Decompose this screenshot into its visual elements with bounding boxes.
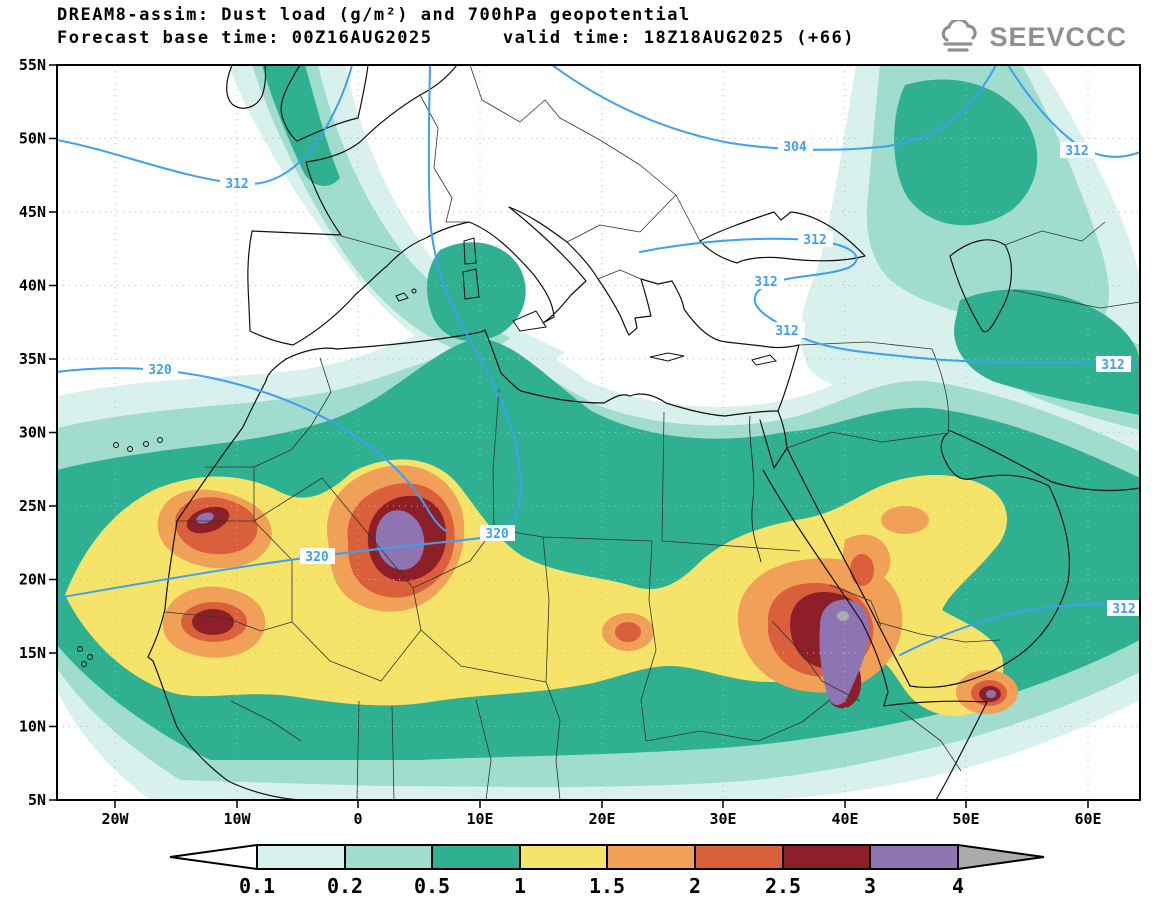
- axis-ticks: [49, 64, 1089, 808]
- colorbar-segment: [519, 844, 608, 870]
- lon-tick-label: 10E: [466, 810, 493, 828]
- colorbar-tick-label: 3: [864, 874, 876, 898]
- colorbar-segment: [256, 844, 346, 870]
- lat-tick-label: 30N: [19, 424, 46, 442]
- geopotential-contour-label: 320: [305, 550, 329, 565]
- colorbar-tick-label: 1.5: [589, 874, 625, 898]
- country-borders: [164, 65, 1140, 800]
- colorbar-segment: [606, 844, 696, 870]
- chart-header: DREAM8-assim: Dust load (g/m²) and 700hP…: [57, 4, 855, 50]
- lon-tick-label: 20E: [588, 810, 615, 828]
- lat-tick-label: 55N: [19, 56, 46, 74]
- colorbar-arrow-low: [169, 843, 258, 871]
- lat-tick-label: 35N: [19, 350, 46, 368]
- lat-tick-label: 10N: [19, 718, 46, 736]
- lon-tick-label: 0: [353, 810, 362, 828]
- dust-fill-3: [196, 510, 996, 705]
- colorbar-segment: [694, 844, 784, 870]
- colorbar-segment: [782, 844, 871, 870]
- lat-tick-label: 40N: [19, 277, 46, 295]
- geopotential-contour-label: 312: [775, 324, 798, 339]
- lon-tick-label: 60E: [1074, 810, 1101, 828]
- colorbar-segment: [344, 844, 433, 870]
- lat-tick-label: 5N: [28, 791, 46, 809]
- lon-tick-label: 20W: [101, 810, 129, 828]
- lon-tick-label: 50E: [952, 810, 979, 828]
- contour-label-halos: [143, 138, 1140, 616]
- geopotential-contour-label: 320: [485, 527, 509, 542]
- colorbar-tick-label: 2: [689, 874, 701, 898]
- logo-text: SEEVCCC: [989, 21, 1127, 52]
- lon-tick-label: 40E: [831, 810, 858, 828]
- colorbar-tick-label: 0.5: [414, 874, 450, 898]
- chart-subtitle: Forecast base time: 00Z16AUG2025 valid t…: [57, 28, 855, 48]
- dust-fill-4: [837, 611, 849, 621]
- chart-title: DREAM8-assim: Dust load (g/m²) and 700hP…: [57, 5, 691, 25]
- lon-tick-label: 10W: [223, 810, 251, 828]
- lat-tick-label: 15N: [19, 644, 46, 662]
- geopotential-contour-label: 312: [225, 177, 248, 192]
- geopotential-contour-label: 312: [1065, 144, 1088, 159]
- lat-tick-label: 45N: [19, 203, 46, 221]
- cloud-icon: [942, 20, 978, 52]
- colorbar-tick-label: 0.2: [327, 874, 363, 898]
- lat-tick-label: 25N: [19, 497, 46, 515]
- colorbar-tick-label: 4: [952, 874, 964, 898]
- colorbar-arrow-high: [957, 843, 1045, 871]
- islands: [77, 237, 778, 667]
- graticule: [57, 65, 1140, 800]
- colorbar-tick-label: 0.1: [239, 874, 275, 898]
- colorbar-tick-label: 2.5: [765, 874, 801, 898]
- colorbar: [169, 843, 1045, 871]
- seevccc-logo: SEEVCCC: [937, 20, 1127, 54]
- colorbar-segment: [431, 844, 521, 870]
- lat-tick-label: 50N: [19, 130, 46, 148]
- geopotential-contour-label: 312: [1101, 358, 1124, 373]
- geopotential-contour-label: 312: [754, 275, 777, 290]
- lat-tick-label: 20N: [19, 571, 46, 589]
- colorbar-segment: [869, 844, 959, 870]
- geopotential-contour-label: 320: [148, 363, 172, 378]
- geopotential-contour-label: 312: [1112, 602, 1135, 617]
- lon-tick-label: 30E: [709, 810, 736, 828]
- colorbar-tick-label: 1: [514, 874, 526, 898]
- geopotential-contour-label: 312: [803, 233, 826, 248]
- geopotential-contour-label: 304: [783, 140, 807, 155]
- coastlines: [147, 65, 1140, 800]
